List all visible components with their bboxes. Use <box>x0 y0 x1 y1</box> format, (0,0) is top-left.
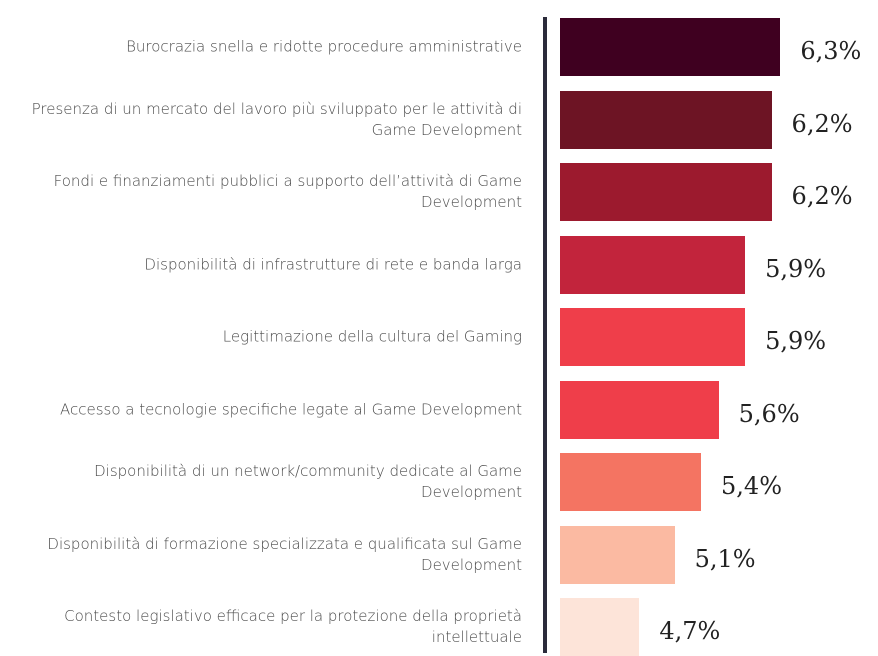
bar <box>560 235 746 294</box>
category-label: Legittimazione della cultura del Gaming <box>222 327 522 346</box>
category-label: Accesso a tecnologie specifiche legate a… <box>60 400 522 418</box>
value-label: 6,2% <box>791 182 853 210</box>
category-label: Contesto legislativo efficace per la pro… <box>64 607 522 646</box>
value-label: 4,7% <box>659 617 721 645</box>
category-label: Disponibilità di formazione specializzat… <box>47 534 522 574</box>
category-label: Presenza di un mercato del lavoro più sv… <box>31 99 522 139</box>
bar <box>560 18 781 76</box>
value-label: 5,9% <box>765 254 827 283</box>
bar <box>560 598 640 656</box>
bar <box>560 163 772 221</box>
value-label: 6,3% <box>800 37 862 65</box>
bar <box>560 453 702 511</box>
y-axis-line <box>543 17 547 653</box>
category-label: Burocrazia snella e ridotte procedure am… <box>126 37 522 56</box>
bar <box>560 525 675 584</box>
bar <box>560 380 719 439</box>
value-label: 5,6% <box>738 399 800 428</box>
bar <box>560 90 772 149</box>
bar <box>560 308 746 366</box>
category-label: Disponibilità di infrastrutture di rete … <box>144 255 522 273</box>
value-label: 6,2% <box>791 109 853 138</box>
category-label: Disponibilità di un network/community de… <box>94 462 522 501</box>
value-label: 5,4% <box>721 472 783 500</box>
category-label: Fondi e finanziamenti pubblici a support… <box>53 172 522 211</box>
value-label: 5,9% <box>765 327 827 355</box>
value-label: 5,1% <box>694 544 756 573</box>
